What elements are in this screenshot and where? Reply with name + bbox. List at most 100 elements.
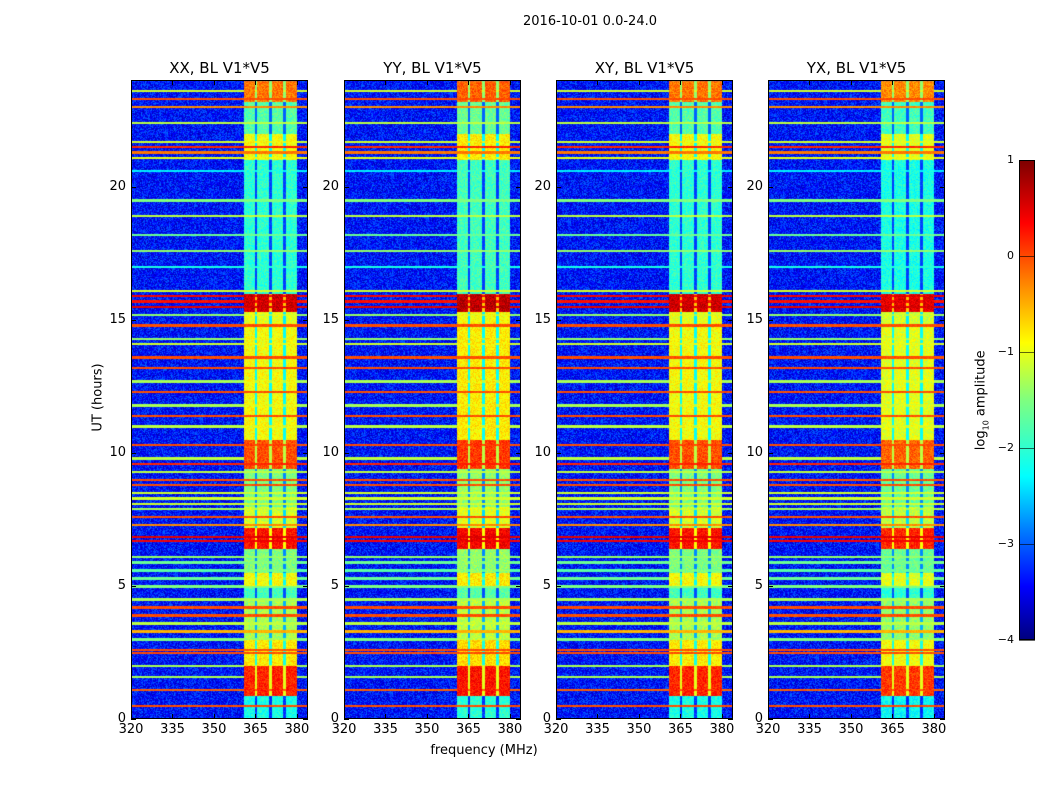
x-tick-mark [680, 714, 682, 719]
x-tick-mark [597, 714, 599, 719]
x-axis-label: frequency (MHz) [430, 743, 538, 758]
y-tick-mark [728, 186, 733, 188]
y-tick-mark [344, 319, 349, 321]
y-tick-mark [516, 319, 521, 321]
y-tick-mark [131, 452, 136, 454]
colorbar-tick-label: 0 [1007, 249, 1014, 262]
x-tick-mark [172, 714, 174, 719]
colorbar-label-log: log [973, 430, 989, 451]
y-tick-label: 20 [534, 178, 551, 194]
y-tick-mark [556, 585, 561, 587]
colorbar-tick-label: −4 [997, 633, 1014, 646]
y-tick-label: 5 [117, 577, 126, 593]
y-tick-mark [940, 452, 945, 454]
y-tick-mark [728, 585, 733, 587]
panel-title: YX, BL V1*V5 [806, 59, 907, 77]
heatmap-panel [556, 80, 733, 719]
x-tick-label: 380 [284, 722, 310, 737]
y-tick-mark [344, 186, 349, 188]
colorbar-label: log10 amplitude [974, 340, 991, 460]
x-tick-mark [426, 80, 428, 85]
x-tick-mark [172, 80, 174, 85]
y-tick-mark [344, 452, 349, 454]
x-tick-label: 365 [668, 722, 693, 737]
x-tick-mark [296, 714, 298, 719]
y-tick-mark [303, 452, 308, 454]
colorbar-tick-mark [1019, 160, 1035, 161]
x-tick-mark [344, 714, 345, 719]
x-tick-mark [768, 714, 769, 719]
y-tick-label: 15 [534, 311, 551, 327]
y-tick-mark [728, 452, 733, 454]
y-tick-mark [940, 186, 945, 188]
colorbar-tick-mark [1019, 256, 1035, 257]
y-tick-label: 20 [322, 178, 339, 194]
x-tick-label: 320 [755, 722, 781, 737]
y-tick-mark [940, 319, 945, 321]
x-tick-mark [680, 80, 682, 85]
y-tick-mark [940, 719, 945, 720]
figure-title: 2016-10-01 0.0-24.0 [523, 14, 657, 29]
colorbar-tick-mark [1019, 544, 1035, 545]
x-tick-mark [213, 80, 215, 85]
y-tick-label: 15 [322, 311, 339, 327]
x-tick-mark [892, 80, 894, 85]
x-tick-label: 350 [838, 722, 864, 737]
x-tick-label: 350 [414, 722, 440, 737]
x-tick-mark [385, 80, 387, 85]
x-tick-mark [850, 714, 852, 719]
x-tick-mark [213, 714, 215, 719]
x-tick-mark [509, 80, 511, 85]
x-tick-mark [468, 714, 470, 719]
x-tick-mark [426, 714, 428, 719]
y-tick-mark [516, 452, 521, 454]
y-tick-label: 10 [746, 444, 763, 460]
heatmap-panel [131, 80, 308, 719]
y-tick-label: 10 [534, 444, 551, 460]
x-tick-label: 365 [243, 722, 268, 737]
spectrogram-heatmap [344, 80, 521, 719]
y-tick-mark [768, 719, 773, 720]
y-tick-mark [303, 719, 308, 720]
colorbar-tick-label: −3 [997, 537, 1014, 550]
x-tick-mark [385, 714, 387, 719]
x-tick-mark [255, 714, 257, 719]
x-tick-label: 335 [797, 722, 822, 737]
x-tick-mark [768, 80, 769, 85]
x-tick-mark [933, 714, 935, 719]
x-tick-mark [809, 80, 811, 85]
x-tick-mark [721, 80, 723, 85]
y-tick-mark [556, 452, 561, 454]
y-axis-label: UT (hours) [90, 363, 106, 432]
y-tick-mark [940, 585, 945, 587]
y-tick-mark [303, 319, 308, 321]
y-tick-mark [728, 319, 733, 321]
colorbar-label-suffix: amplitude [973, 350, 989, 421]
y-tick-mark [768, 186, 773, 188]
y-tick-mark [131, 585, 136, 587]
y-tick-mark [131, 719, 136, 720]
x-tick-label: 320 [118, 722, 144, 737]
y-tick-mark [344, 585, 349, 587]
x-tick-label: 335 [160, 722, 185, 737]
colorbar-tick-mark [1019, 352, 1035, 353]
y-tick-mark [768, 319, 773, 321]
y-tick-mark [303, 186, 308, 188]
x-tick-mark [933, 80, 935, 85]
colorbar-tick-label: −1 [997, 345, 1014, 358]
y-tick-mark [516, 585, 521, 587]
spectrogram-heatmap [768, 80, 945, 719]
x-tick-label: 350 [626, 722, 652, 737]
y-tick-mark [768, 452, 773, 454]
x-tick-mark [721, 714, 723, 719]
heatmap-panel [768, 80, 945, 719]
x-tick-label: 335 [585, 722, 610, 737]
x-tick-mark [809, 714, 811, 719]
y-tick-label: 10 [109, 444, 126, 460]
x-tick-label: 335 [373, 722, 398, 737]
y-tick-mark [344, 719, 349, 720]
y-tick-label: 20 [746, 178, 763, 194]
y-tick-label: 0 [754, 711, 763, 726]
x-tick-mark [556, 714, 557, 719]
x-tick-label: 380 [921, 722, 947, 737]
